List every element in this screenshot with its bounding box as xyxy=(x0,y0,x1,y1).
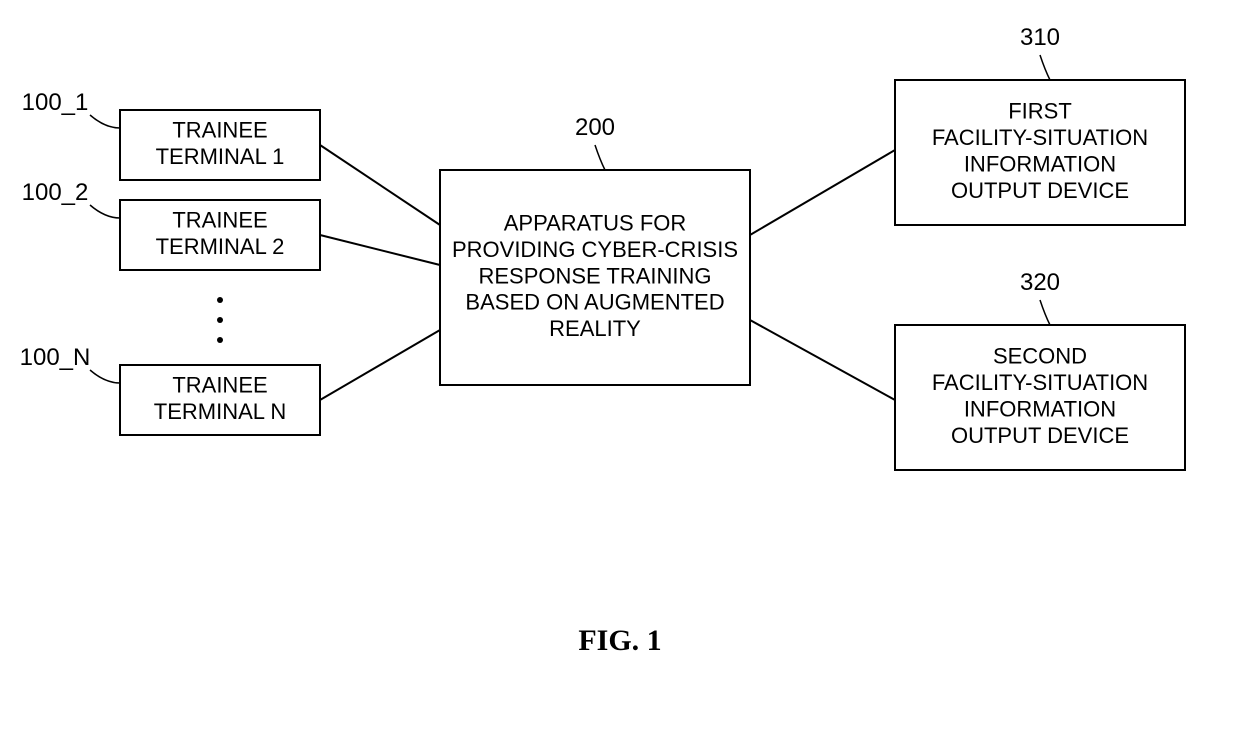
node-r2: SECONDFACILITY-SITUATIONINFORMATIONOUTPU… xyxy=(895,325,1185,470)
node-r1: FIRSTFACILITY-SITUATIONINFORMATIONOUTPUT… xyxy=(895,80,1185,225)
ref-label-r2: 320 xyxy=(1020,269,1060,296)
node-text-r1-line0: FIRST xyxy=(1008,99,1072,124)
node-text-center-line2: RESPONSE TRAINING xyxy=(478,263,711,288)
edge-center-r2 xyxy=(750,320,895,400)
leader-t2 xyxy=(90,205,120,218)
leader-t1 xyxy=(90,115,120,128)
node-text-center-line0: APPARATUS FOR xyxy=(504,211,687,236)
ref-label-t2: 100_2 xyxy=(22,179,89,206)
ref-label-r1: 310 xyxy=(1020,24,1060,51)
node-tn: TRAINEETERMINAL N xyxy=(120,365,320,435)
node-text-tn-line0: TRAINEE xyxy=(172,373,267,398)
ellipsis-dot-2 xyxy=(217,337,223,343)
edge-tn xyxy=(320,330,440,400)
ellipsis-dot-1 xyxy=(217,317,223,323)
node-text-center-line3: BASED ON AUGMENTED xyxy=(465,290,724,315)
diagram-canvas: TRAINEETERMINAL 1TRAINEETERMINAL 2TRAINE… xyxy=(0,0,1240,745)
edge-center-r1 xyxy=(750,150,895,235)
leader-r1 xyxy=(1040,55,1050,80)
node-text-center-line1: PROVIDING CYBER-CRISIS xyxy=(452,237,738,262)
node-text-r1-line3: OUTPUT DEVICE xyxy=(951,178,1129,203)
node-text-t2-line1: TERMINAL 2 xyxy=(156,234,285,259)
node-text-r2-line3: OUTPUT DEVICE xyxy=(951,423,1129,448)
node-text-t1-line0: TRAINEE xyxy=(172,118,267,143)
node-text-r1-line2: INFORMATION xyxy=(964,152,1116,177)
ref-label-tn: 100_N xyxy=(20,344,91,371)
node-text-r1-line1: FACILITY-SITUATION xyxy=(932,125,1148,150)
leader-r2 xyxy=(1040,300,1050,325)
ref-label-center: 200 xyxy=(575,114,615,141)
node-text-t2-line0: TRAINEE xyxy=(172,208,267,233)
leader-tn xyxy=(90,370,120,383)
node-text-center-line4: REALITY xyxy=(549,316,641,341)
node-text-r2-line0: SECOND xyxy=(993,344,1087,369)
node-text-r2-line2: INFORMATION xyxy=(964,397,1116,422)
ellipsis-dot-0 xyxy=(217,297,223,303)
node-text-tn-line1: TERMINAL N xyxy=(154,399,286,424)
node-t1: TRAINEETERMINAL 1 xyxy=(120,110,320,180)
node-text-t1-line1: TERMINAL 1 xyxy=(156,144,285,169)
leader-center xyxy=(595,145,605,170)
figure-caption: FIG. 1 xyxy=(578,624,661,657)
node-center: APPARATUS FORPROVIDING CYBER-CRISISRESPO… xyxy=(440,170,750,385)
caption-layer: FIG. 1 xyxy=(578,624,661,657)
edge-t1 xyxy=(320,145,440,225)
edge-t2 xyxy=(320,235,440,265)
node-t2: TRAINEETERMINAL 2 xyxy=(120,200,320,270)
ref-label-t1: 100_1 xyxy=(22,89,89,116)
node-text-r2-line1: FACILITY-SITUATION xyxy=(932,370,1148,395)
